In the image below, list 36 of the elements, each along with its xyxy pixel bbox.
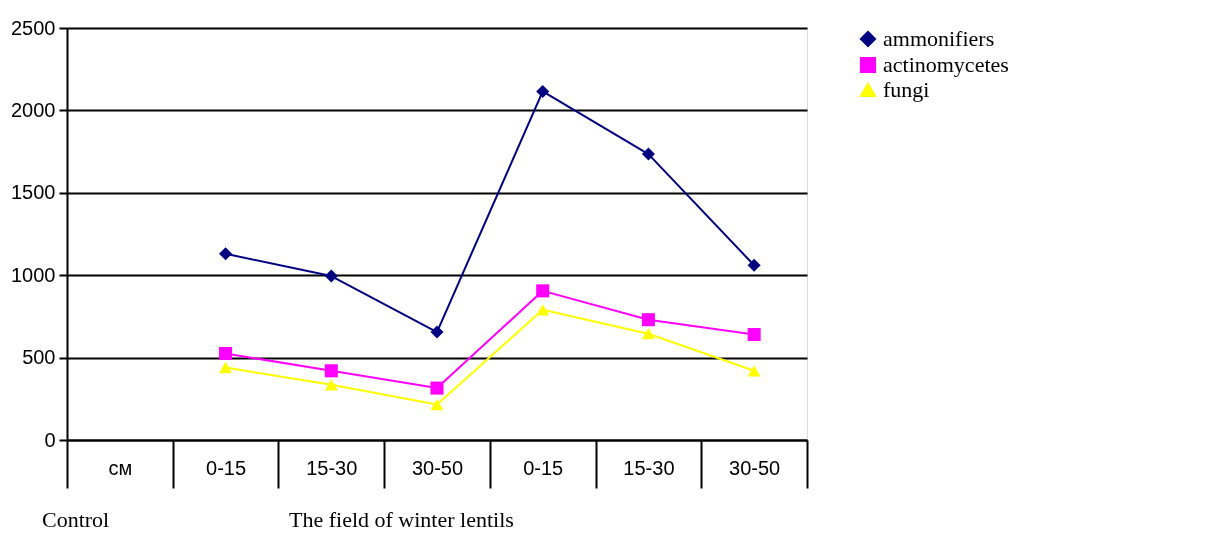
point	[324, 364, 338, 378]
point	[324, 379, 338, 391]
x-tick-label: 0-15	[523, 456, 564, 479]
x-tick-label: см	[108, 456, 133, 479]
point	[219, 361, 233, 374]
point	[430, 398, 444, 411]
x-tick-label: 30-50	[411, 456, 464, 479]
point	[641, 328, 655, 340]
point	[536, 84, 550, 98]
legend-label: actinomycetes	[883, 52, 1009, 77]
x-tick-label: 0-15	[206, 456, 247, 479]
point	[536, 284, 550, 298]
point	[747, 258, 761, 272]
point	[536, 304, 550, 316]
x-tick-label: 30-50	[729, 456, 781, 479]
x-tick-label: 15-30	[306, 456, 358, 479]
legend-label: fungi	[883, 77, 930, 102]
point	[430, 325, 444, 339]
x-tick-label: 15-30	[623, 456, 675, 479]
y-tick-label: 2000	[11, 98, 56, 121]
y-tick-label: 500	[22, 346, 56, 369]
point	[219, 247, 233, 261]
point	[747, 365, 761, 377]
y-tick-label: 1500	[11, 181, 56, 204]
text: Control	[42, 507, 110, 532]
point	[219, 346, 233, 360]
point	[747, 328, 761, 342]
point	[324, 269, 338, 283]
y-tick-label: 1000	[11, 263, 56, 286]
y-tick-label: 2500	[11, 16, 56, 39]
text: The field of winter lentils	[289, 507, 514, 532]
y-tick-label: 0	[44, 428, 56, 451]
point	[641, 313, 655, 327]
point	[430, 381, 444, 395]
legend-label: ammonifiers	[883, 26, 995, 51]
point	[641, 147, 655, 161]
